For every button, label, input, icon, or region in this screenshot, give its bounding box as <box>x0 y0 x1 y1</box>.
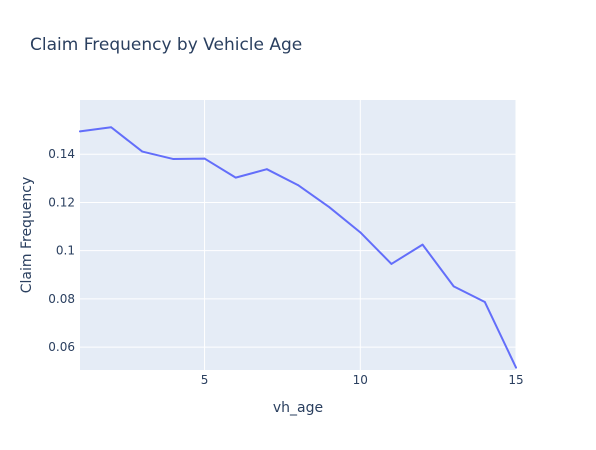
data-point <box>141 150 144 153</box>
data-point <box>390 263 393 265</box>
data-point <box>265 168 268 171</box>
data-point <box>515 366 517 369</box>
x-axis-label: vh_age <box>273 400 323 416</box>
x-tick-label: 15 <box>508 373 523 387</box>
data-point <box>421 243 424 246</box>
y-tick-label: 0.08 <box>48 292 75 306</box>
data-point <box>483 301 486 303</box>
data-point <box>359 231 362 234</box>
data-point <box>110 126 113 129</box>
plot-area <box>80 100 516 370</box>
y-tick-label: 0.14 <box>48 147 75 161</box>
data-point <box>234 176 237 179</box>
x-tick-label: 10 <box>353 373 368 387</box>
y-tick-label: 0.12 <box>48 195 75 209</box>
grid-lines <box>80 100 517 370</box>
y-tick-label: 0.1 <box>56 244 75 258</box>
x-tick-label: 5 <box>201 373 209 387</box>
data-point <box>328 206 331 208</box>
data-point <box>452 285 455 288</box>
data-point <box>203 157 206 160</box>
data-point <box>172 158 175 160</box>
series-layer <box>79 126 517 369</box>
y-axis-label: Claim Frequency <box>19 177 35 294</box>
data-point <box>297 184 299 186</box>
y-tick-label: 0.06 <box>48 340 75 354</box>
chart-title: Claim Frequency by Vehicle Age <box>30 35 302 55</box>
tick-labels: 0.06 0.08 0.1 0.12 0.14 5 10 15 <box>48 147 523 387</box>
data-point <box>79 130 81 133</box>
